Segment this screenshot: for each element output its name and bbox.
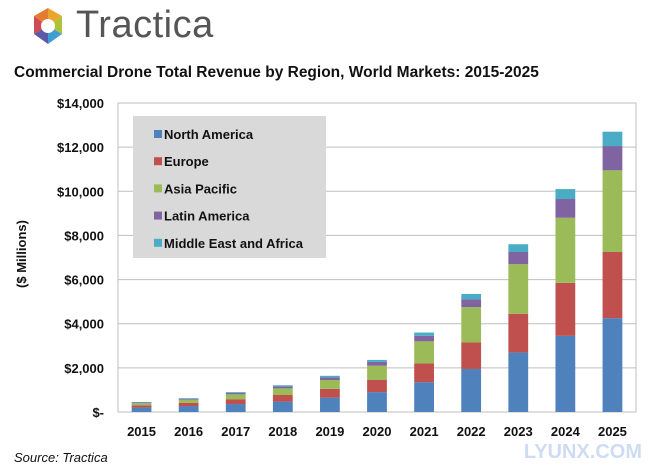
bar-asia-pacific-2024 bbox=[555, 217, 576, 283]
x-tick-label: 2024 bbox=[551, 424, 581, 439]
bar-europe-2016 bbox=[178, 402, 199, 407]
bar-asia-pacific-2017 bbox=[225, 394, 246, 400]
x-tick-label: 2019 bbox=[315, 424, 344, 439]
bar-asia-pacific-2018 bbox=[272, 388, 293, 396]
bar-middle-east-and-africa-2017 bbox=[225, 392, 246, 394]
legend: North America Europe Asia Pacific Latin Ame… bbox=[133, 116, 326, 258]
legend-swatch bbox=[154, 130, 162, 138]
bar-europe-2021 bbox=[414, 363, 434, 383]
bar-middle-east-and-africa-2021 bbox=[414, 332, 434, 336]
bar-north-america-2022 bbox=[461, 368, 482, 412]
bar-middle-east-and-africa-2023 bbox=[508, 244, 529, 252]
bar-latin-america-2022 bbox=[461, 299, 482, 308]
bar-europe-2025 bbox=[602, 251, 623, 319]
bar-asia-pacific-2023 bbox=[508, 264, 529, 314]
y-tick-label: $6,000 bbox=[64, 273, 104, 288]
y-tick-label: $10,000 bbox=[57, 184, 104, 199]
bar-middle-east-and-africa-2025 bbox=[602, 131, 623, 147]
x-tick-label: 2021 bbox=[410, 424, 439, 439]
bar-europe-2017 bbox=[225, 399, 246, 405]
y-tick-label: $14,000 bbox=[57, 96, 104, 111]
y-tick-label: $- bbox=[92, 405, 104, 420]
bar-latin-america-2024 bbox=[555, 199, 576, 218]
bar-europe-2024 bbox=[555, 282, 576, 336]
bar-asia-pacific-2016 bbox=[178, 399, 199, 403]
bar-asia-pacific-2025 bbox=[602, 170, 623, 252]
legend-label: Europe bbox=[164, 154, 209, 169]
bar-north-america-2015 bbox=[131, 407, 152, 412]
x-tick-label: 2020 bbox=[363, 424, 392, 439]
x-tick-label: 2023 bbox=[504, 424, 533, 439]
x-tick-label: 2016 bbox=[174, 424, 203, 439]
bar-asia-pacific-2022 bbox=[461, 307, 482, 343]
bar-north-america-2020 bbox=[367, 392, 387, 412]
legend-label: Asia Pacific bbox=[164, 181, 237, 196]
x-tick-label: 2025 bbox=[598, 424, 627, 439]
bar-latin-america-2023 bbox=[508, 251, 529, 265]
x-axis-ticks: 2015 2016 2017 2018 2019 2020 2021 2022 2023 2024… bbox=[127, 424, 627, 439]
legend-swatch bbox=[154, 184, 162, 193]
bar-europe-2022 bbox=[461, 342, 482, 369]
brand-name: Tractica bbox=[76, 4, 214, 46]
bar-north-america-2021 bbox=[414, 382, 434, 412]
x-tick-label: 2022 bbox=[457, 424, 486, 439]
bar-latin-america-2025 bbox=[602, 146, 623, 171]
bar-asia-pacific-2021 bbox=[414, 341, 434, 364]
y-axis-label: ($ Millions) bbox=[14, 220, 29, 288]
bar-asia-pacific-2015 bbox=[131, 403, 152, 406]
bar-europe-2023 bbox=[508, 313, 529, 353]
bar-middle-east-and-africa-2020 bbox=[367, 359, 387, 362]
bar-latin-america-2015 bbox=[131, 402, 152, 404]
bar-north-america-2023 bbox=[508, 352, 529, 412]
bar-middle-east-and-africa-2018 bbox=[272, 385, 293, 387]
bar-europe-2020 bbox=[367, 379, 387, 393]
bar-north-america-2019 bbox=[320, 397, 340, 412]
x-tick-label: 2018 bbox=[268, 424, 297, 439]
bar-middle-east-and-africa-2019 bbox=[320, 375, 340, 378]
bar-middle-east-and-africa-2024 bbox=[555, 189, 576, 200]
watermark: LYUNX.COM bbox=[523, 441, 642, 463]
y-tick-label: $12,000 bbox=[57, 140, 104, 155]
chart-svg: $- $2,000 $4,000 $6,000 $8,000 $10,000 $12,000… bbox=[14, 96, 637, 439]
bar-latin-america-2018 bbox=[272, 386, 293, 389]
y-tick-label: $4,000 bbox=[64, 317, 104, 332]
x-tick-label: 2015 bbox=[127, 424, 156, 439]
legend-box bbox=[133, 116, 326, 258]
bar-latin-america-2016 bbox=[178, 398, 199, 400]
source-note: Source: Tractica bbox=[14, 450, 108, 465]
bar-latin-america-2017 bbox=[225, 393, 246, 395]
bar-latin-america-2019 bbox=[320, 377, 340, 380]
bar-middle-east-and-africa-2022 bbox=[461, 293, 482, 300]
y-tick-label: $8,000 bbox=[64, 228, 104, 243]
y-axis-ticks: $- $2,000 $4,000 $6,000 $8,000 $10,000 $12,000… bbox=[57, 96, 104, 420]
legend-swatch bbox=[154, 157, 162, 166]
bar-north-america-2025 bbox=[602, 318, 623, 412]
bar-europe-2015 bbox=[131, 405, 152, 408]
y-tick-label: $2,000 bbox=[64, 361, 104, 376]
legend-swatch bbox=[154, 211, 162, 220]
bar-asia-pacific-2019 bbox=[320, 379, 340, 389]
legend-label: North America bbox=[164, 127, 254, 142]
bars bbox=[131, 131, 623, 412]
bar-latin-america-2020 bbox=[367, 361, 387, 366]
bar-latin-america-2021 bbox=[414, 335, 434, 342]
bar-north-america-2016 bbox=[178, 406, 199, 412]
legend-label: Latin America bbox=[164, 209, 250, 224]
bar-north-america-2017 bbox=[225, 404, 246, 412]
chart: $- $2,000 $4,000 $6,000 $8,000 $10,000 $12,000… bbox=[0, 86, 660, 448]
bar-europe-2018 bbox=[272, 395, 293, 402]
bar-north-america-2024 bbox=[555, 335, 576, 412]
bar-asia-pacific-2020 bbox=[367, 365, 387, 380]
x-tick-label: 2017 bbox=[221, 424, 250, 439]
legend-swatch bbox=[154, 238, 162, 247]
chart-title: Commercial Drone Total Revenue by Region… bbox=[14, 64, 539, 81]
header: Tractica bbox=[0, 0, 660, 55]
tractica-logo-icon bbox=[34, 8, 62, 44]
legend-label: Middle East and Africa bbox=[164, 236, 304, 251]
bar-europe-2019 bbox=[320, 388, 340, 398]
bar-middle-east-and-africa-2016 bbox=[178, 398, 199, 399]
bar-north-america-2018 bbox=[272, 401, 293, 412]
